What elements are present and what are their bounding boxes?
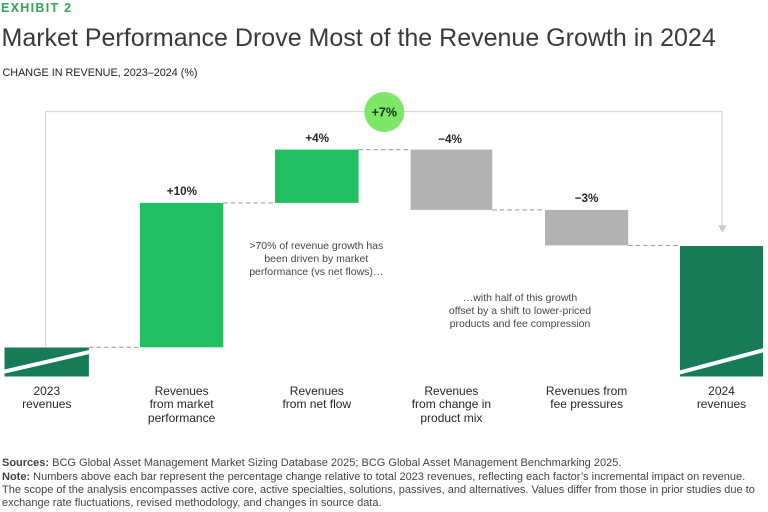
svg-text:+7%: +7% [372,106,397,120]
